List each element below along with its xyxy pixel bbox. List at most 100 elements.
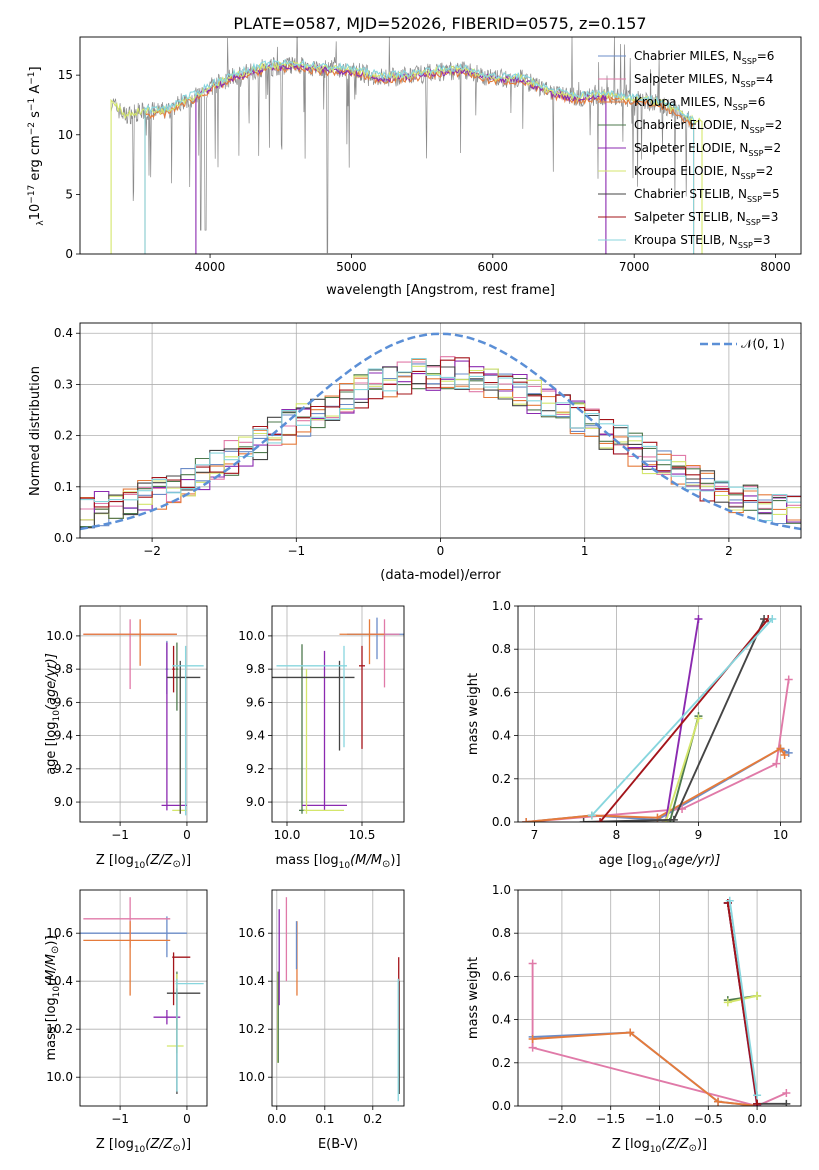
series-line-kroupa_miles xyxy=(532,1031,758,1106)
x-tick-label: 0.0 xyxy=(267,1112,286,1126)
y-tick-label: 0.1 xyxy=(54,480,73,494)
legend-name: Kroupa STELIB, N xyxy=(634,233,738,247)
plot-area xyxy=(110,37,703,254)
y-axis-label-part: −1 xyxy=(27,98,37,111)
x-axis-label: wavelength [Angstrom, rest frame] xyxy=(326,283,555,298)
y-axis-label-part: erg cm xyxy=(28,135,43,184)
legend-label: Salpeter STELIB, NSSP=3 xyxy=(634,210,778,227)
plot-area xyxy=(80,606,207,822)
y-axis-label-part: s xyxy=(28,111,43,122)
legend-tail: =2 xyxy=(765,118,783,132)
y-tick-label: 5 xyxy=(65,187,73,201)
x-axis-label-sub: 10 xyxy=(652,861,664,871)
x-tick-label: 10 xyxy=(773,828,788,842)
x-axis-label: (data-model)/error xyxy=(380,568,501,583)
x-tick-label: 10.5 xyxy=(349,828,376,842)
y-axis-label-tail: (age/yr)] xyxy=(44,653,59,710)
x-axis-label: Z [log10(Z/Z⊙)] xyxy=(96,1137,191,1155)
legend-tail: =6 xyxy=(757,49,775,63)
x-tick-label: 10.0 xyxy=(274,828,301,842)
errorbar-chabrier_stelib xyxy=(166,988,201,1094)
y-axis-label-part: −2 xyxy=(27,122,37,135)
errorbar-kroupa_miles xyxy=(83,619,177,666)
y-tick-label: 0.4 xyxy=(492,1013,511,1027)
y-tick-label: 0.2 xyxy=(54,429,73,443)
y-tick-label: 10.6 xyxy=(238,926,265,940)
legend-label: Chabrier MILES, NSSP=6 xyxy=(634,49,774,66)
series-line-salpeter_stelib xyxy=(726,902,759,1104)
y-tick-label: 9.8 xyxy=(54,662,73,676)
legend-sub: SSP xyxy=(738,241,753,250)
errorbar-salpeter_elodie xyxy=(153,1010,181,1025)
y-axis-label: mass weight xyxy=(466,957,481,1039)
y-tick-label: 10.6 xyxy=(46,926,73,940)
x-axis-label-sun: ⊙ xyxy=(382,859,390,870)
x-tick-label: 6000 xyxy=(478,260,509,274)
legend-sub: SSP xyxy=(747,195,762,204)
x-axis-label-end: )] xyxy=(390,853,400,868)
y-tick-label: 10.0 xyxy=(46,1070,73,1084)
series-marker-salpeter_miles xyxy=(784,675,793,684)
x-axis-label-text: Z [log xyxy=(612,1137,650,1152)
series-line-salpeter_elodie xyxy=(664,618,700,822)
legend-label: Kroupa STELIB, NSSP=3 xyxy=(634,233,771,250)
histogram-kroupa_stelib xyxy=(80,358,801,522)
legend-sub: SSP xyxy=(750,126,765,135)
axes-frame xyxy=(79,36,802,255)
errorbar-salpeter_miles xyxy=(83,619,177,690)
x-axis-label-end: )] xyxy=(181,1137,191,1152)
y-axis-label-text: mass [log xyxy=(44,997,59,1060)
y-tick-label: 10.0 xyxy=(238,1070,265,1084)
y-tick-label: 0.2 xyxy=(492,1056,511,1070)
x-tick-label: 4000 xyxy=(195,260,226,274)
y-tick-label: 1.0 xyxy=(492,883,511,897)
y-tick-label: 0.4 xyxy=(492,729,511,743)
y-tick-label: 10.2 xyxy=(238,1022,265,1036)
y-axis-label-part: A xyxy=(28,85,43,98)
histogram-salpeter_stelib xyxy=(80,357,801,508)
x-axis-label-sub: 10 xyxy=(134,1145,146,1155)
y-tick-label: 10.4 xyxy=(46,974,73,988)
legend-sub: SSP xyxy=(746,218,761,227)
y-axis-label: age [log10(age/yr)] xyxy=(44,653,62,775)
series-line-salpeter_miles xyxy=(526,679,790,822)
errorbar-chabrier_miles xyxy=(80,916,187,958)
errorbar-kroupa_stelib xyxy=(276,645,347,748)
x-tick-label: 0.0 xyxy=(748,1112,767,1126)
y-tick-label: 10.4 xyxy=(238,974,265,988)
y-axis-label: Flux [fλ10−17 erg cm−2 s−1 A−1] xyxy=(27,66,46,225)
axes-frame xyxy=(271,605,405,823)
axes-frame xyxy=(79,889,208,1107)
errorbar-chabrier_elodie xyxy=(299,644,305,814)
axes-frame xyxy=(79,605,208,823)
plot-area xyxy=(80,890,207,1106)
x-tick-label: −1.0 xyxy=(645,1112,674,1126)
series-marker-chabrier_miles xyxy=(784,748,793,757)
x-tick-label: −1 xyxy=(111,828,129,842)
series-marker-kroupa_miles xyxy=(522,818,531,822)
legend-label: Kroupa ELODIE, NSSP=2 xyxy=(634,164,773,181)
series-marker-salpeter_miles xyxy=(782,1089,791,1098)
series-marker-salpeter_miles xyxy=(528,1043,537,1052)
panel-age_vs_Z: −1 09.09.29.49.69.810.0Z [log10(Z/Z⊙)]age… xyxy=(44,605,208,871)
legend-tail: =4 xyxy=(756,72,774,86)
x-tick-label: 0 xyxy=(183,828,191,842)
observed-spectrum xyxy=(110,37,691,254)
errorbar-chabrier_stelib xyxy=(272,660,355,751)
figure-title: PLATE=0587, MJD=52026, FIBERID=0575, z=0… xyxy=(233,14,646,33)
series-marker-kroupa_miles xyxy=(776,744,785,753)
errorbar-salpeter_elodie xyxy=(302,650,347,811)
x-tick-label: −2 xyxy=(143,544,161,558)
y-axis-label-part: −1 xyxy=(27,71,37,84)
x-axis-label-tail: (Z/Z xyxy=(145,853,173,868)
legend-tail: =3 xyxy=(761,210,779,224)
panel-residual_hist: −2 −1 0 1 2 0.0 0.1 0.2 0.3 0.4 (data-model)/error… xyxy=(28,322,802,583)
legend-label: Kroupa MILES, NSSP=6 xyxy=(634,95,765,112)
x-tick-label: −1 xyxy=(287,544,305,558)
series-line-kroupa_elodie xyxy=(664,718,700,822)
legend-sub: SSP xyxy=(741,80,756,89)
x-axis-label-sub: 10 xyxy=(134,861,146,871)
series-marker-salpeter_miles xyxy=(528,959,537,968)
